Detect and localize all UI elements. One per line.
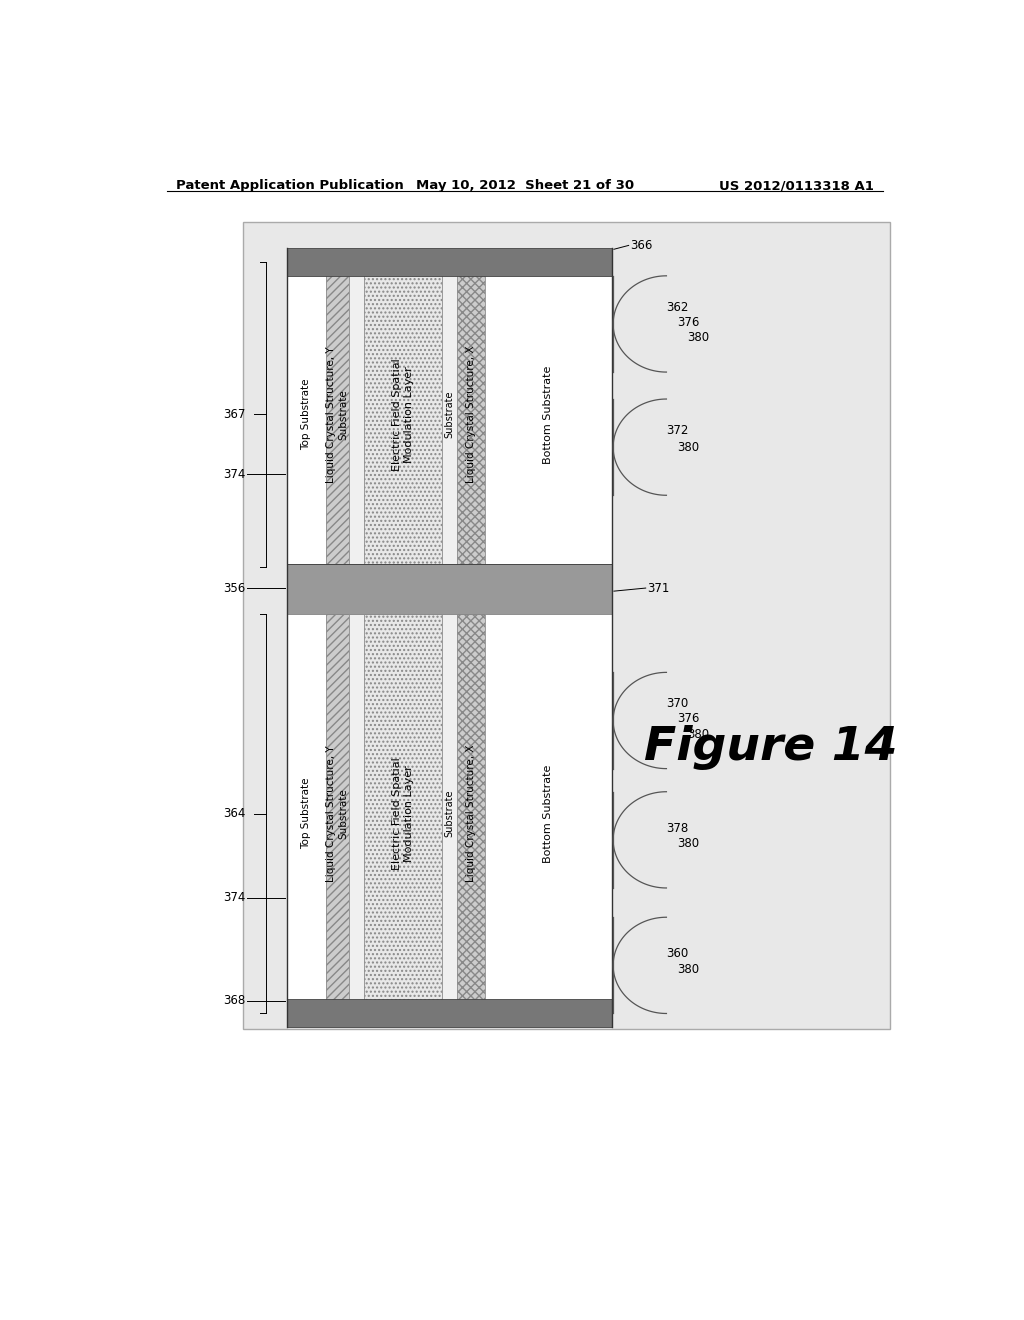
Text: Electric Field Spatial
Modulation Layer: Electric Field Spatial Modulation Layer	[392, 758, 414, 870]
Text: Liquid Crystal Structure, Y
Substrate: Liquid Crystal Structure, Y Substrate	[327, 746, 348, 882]
Bar	[442, 263, 458, 566]
Text: 380: 380	[677, 962, 698, 975]
Text: Bottom Substrate: Bottom Substrate	[544, 764, 553, 863]
Text: 372: 372	[666, 424, 688, 437]
Bar	[365, 614, 442, 1014]
Text: 370: 370	[666, 697, 688, 710]
Text: Electric Field Spatial
Modulation Layer: Electric Field Spatial Modulation Layer	[392, 358, 414, 471]
Bar	[243, 222, 890, 1028]
Text: 380: 380	[677, 837, 698, 850]
Bar	[326, 263, 349, 566]
Text: Substrate: Substrate	[444, 789, 455, 837]
Text: Substrate: Substrate	[444, 391, 455, 438]
Text: 368: 368	[223, 994, 246, 1007]
Bar	[287, 263, 326, 566]
Text: 367: 367	[223, 408, 246, 421]
Bar	[349, 614, 365, 1014]
Bar	[442, 614, 458, 1014]
Text: Patent Application Publication: Patent Application Publication	[176, 180, 403, 193]
Text: 380: 380	[677, 441, 698, 454]
Text: Liquid Crystal Structure, Y
Substrate: Liquid Crystal Structure, Y Substrate	[327, 346, 348, 483]
Text: Figure 14: Figure 14	[644, 725, 898, 770]
Text: May 10, 2012  Sheet 21 of 30: May 10, 2012 Sheet 21 of 30	[416, 180, 634, 193]
Text: Liquid Crystal Structure, X: Liquid Crystal Structure, X	[466, 346, 476, 483]
Text: 376: 376	[677, 315, 699, 329]
Bar	[458, 263, 484, 566]
Text: Top Substrate: Top Substrate	[301, 379, 311, 450]
Bar	[287, 614, 326, 1014]
Text: 380: 380	[687, 727, 710, 741]
Bar	[287, 248, 612, 276]
Bar	[287, 999, 612, 1027]
Text: 360: 360	[666, 948, 688, 961]
Text: 378: 378	[666, 822, 688, 834]
Text: US 2012/0113318 A1: US 2012/0113318 A1	[719, 180, 873, 193]
Text: Bottom Substrate: Bottom Substrate	[544, 366, 553, 463]
Text: Liquid Crystal Structure, X: Liquid Crystal Structure, X	[466, 744, 476, 883]
Text: Top Substrate: Top Substrate	[301, 777, 311, 850]
Bar	[287, 564, 612, 614]
Text: 376: 376	[677, 713, 699, 726]
Text: 380: 380	[687, 331, 710, 345]
Text: 362: 362	[666, 301, 688, 314]
Text: 364: 364	[223, 807, 246, 820]
Bar	[365, 263, 442, 566]
Bar	[484, 263, 612, 566]
Bar	[458, 614, 484, 1014]
Text: 356: 356	[223, 582, 246, 594]
Bar	[484, 614, 612, 1014]
Text: 366: 366	[630, 239, 652, 252]
Text: 374: 374	[223, 891, 246, 904]
Bar	[349, 263, 365, 566]
Text: 374: 374	[223, 467, 246, 480]
Bar	[326, 614, 349, 1014]
Text: 371: 371	[647, 582, 670, 594]
